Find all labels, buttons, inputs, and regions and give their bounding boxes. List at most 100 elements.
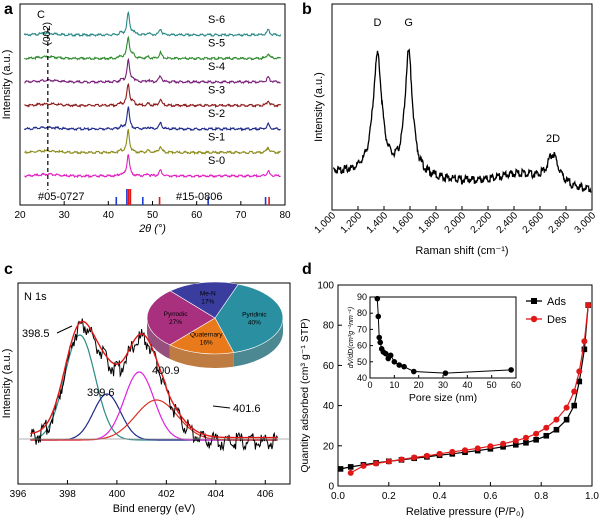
inset-x-tick-label: 20 bbox=[414, 380, 424, 390]
x-tick-label: 2,600 bbox=[521, 210, 547, 236]
data-point-Ads bbox=[513, 441, 519, 448]
x-axis-label: Raman shift (cm⁻¹) bbox=[415, 245, 508, 257]
series-label-S-3: S-3 bbox=[208, 85, 225, 97]
x-tick-label: 1.0 bbox=[585, 491, 599, 502]
y-tick-label: 100 bbox=[317, 281, 334, 292]
pie-label-Pyrrodic: Pyrrodic bbox=[164, 311, 189, 318]
x-tick-label: 404 bbox=[207, 489, 224, 500]
data-point-Des bbox=[571, 388, 578, 395]
data-point-Ads bbox=[576, 378, 583, 385]
y-axis-label: Intensity (a.u.) bbox=[1, 50, 13, 120]
x-tick-label: 2,800 bbox=[547, 210, 573, 236]
inset-data-point bbox=[375, 313, 382, 320]
x-tick-label: 398 bbox=[59, 489, 76, 500]
series-label-S-2: S-2 bbox=[208, 108, 225, 120]
panel-letter-c: c bbox=[4, 261, 13, 278]
inset-x-tick-label: 50 bbox=[487, 380, 497, 390]
band-label-G: G bbox=[404, 17, 413, 29]
inset-data-point bbox=[401, 363, 407, 370]
x-tick-label: 2,000 bbox=[443, 210, 469, 236]
x-tick-label: 60 bbox=[191, 210, 203, 221]
inset-x-tick-label: 0 bbox=[367, 380, 372, 390]
panel-letter-d: d bbox=[302, 261, 312, 278]
legend-label-Des: Des bbox=[547, 314, 567, 326]
legend-marker-Ads bbox=[531, 298, 537, 304]
inset-y-tick-label: 60 bbox=[357, 341, 367, 351]
y-axis-label: Intensity (a.u.) bbox=[1, 349, 13, 419]
x-tick-label: 0.4 bbox=[433, 491, 447, 502]
y-axis-label: Intensity (a.u.) bbox=[313, 72, 325, 142]
data-point-Des bbox=[398, 456, 405, 463]
data-point-Des bbox=[581, 338, 588, 345]
x-tick-label: 50 bbox=[147, 210, 159, 221]
inset-y-tick-label: 70 bbox=[357, 324, 367, 334]
xrd-pattern-S-4 bbox=[24, 57, 281, 85]
peak-label-401.6: 401.6 bbox=[233, 403, 261, 415]
panel-letter-b: b bbox=[302, 1, 312, 18]
y-tick-label: 20 bbox=[323, 441, 335, 452]
reference-label-15-0806: #15-0806 bbox=[176, 191, 223, 203]
plot-frame bbox=[331, 3, 593, 211]
reference-label-05-0727: #05-0727 bbox=[38, 191, 85, 203]
inset-data-point bbox=[383, 350, 389, 357]
x-axis-label: Bind energy (eV) bbox=[113, 503, 196, 515]
series-label-S-4: S-4 bbox=[208, 61, 225, 73]
x-tick-label: 1,800 bbox=[417, 210, 443, 236]
series-label-S-0: S-0 bbox=[208, 155, 225, 167]
x-tick-label: 1,600 bbox=[391, 210, 417, 236]
inset-x-tick-label: 40 bbox=[462, 380, 472, 390]
plot-frame bbox=[17, 282, 291, 485]
y-axis-label: Quantity adsorbed (cm³ g⁻¹ STP) bbox=[299, 318, 311, 472]
y-tick-label: 0 bbox=[328, 482, 334, 493]
data-point-Des bbox=[449, 448, 456, 455]
data-point-Des bbox=[533, 430, 540, 437]
x-tick-label: 40 bbox=[103, 210, 115, 221]
legend-marker-Des bbox=[530, 315, 538, 323]
x-tick-label: 402 bbox=[158, 489, 175, 500]
inset-data-point bbox=[508, 367, 514, 373]
data-point-Ads bbox=[533, 436, 539, 443]
x-axis-label: Relative pressure (P/P₀) bbox=[406, 506, 524, 518]
legend-label-Ads: Ads bbox=[547, 296, 566, 308]
x-tick-label: 1,000 bbox=[313, 210, 339, 236]
pie-percent-Me-N: 17% bbox=[201, 298, 214, 305]
data-point-Ads bbox=[500, 444, 506, 450]
pie-slice-Quaternary bbox=[169, 317, 235, 355]
data-point-Des bbox=[553, 416, 560, 423]
data-point-Ads bbox=[563, 416, 570, 423]
data-point-Des bbox=[474, 445, 481, 452]
data-point-Des bbox=[462, 447, 468, 454]
x-tick-label: 400 bbox=[109, 489, 126, 500]
peak-label-400.9: 400.9 bbox=[152, 365, 180, 377]
xrd-pattern-S-3 bbox=[24, 82, 282, 109]
data-point-Ads bbox=[543, 432, 550, 439]
xrd-pattern-S-6 bbox=[23, 11, 282, 38]
fit-envelope bbox=[30, 320, 278, 439]
series-label-S-1: S-1 bbox=[208, 132, 225, 144]
data-point-Ads bbox=[337, 466, 344, 472]
data-point-Des bbox=[411, 454, 418, 461]
data-point-Des bbox=[487, 443, 494, 450]
inset-data-point bbox=[376, 334, 383, 341]
peak-arrow-401-6 bbox=[212, 405, 231, 409]
data-point-Des bbox=[360, 462, 367, 469]
pie-label-Me-N: Me-N bbox=[200, 290, 216, 297]
y-tick-label: 40 bbox=[323, 401, 335, 412]
data-point-Des bbox=[436, 450, 443, 457]
x-tick-label: 20 bbox=[14, 210, 26, 221]
xrd-pattern-S-0 bbox=[24, 154, 281, 179]
inset-y-tick-label: 40 bbox=[357, 373, 367, 383]
inset-x-tick-label: 30 bbox=[438, 380, 448, 390]
data-point-Des bbox=[522, 434, 529, 441]
pie-percent-Pyridinic: 40% bbox=[248, 320, 261, 327]
data-point-Ads bbox=[581, 346, 588, 353]
inset-data-point bbox=[387, 352, 394, 359]
inset-data-point bbox=[411, 368, 417, 375]
panel-b-raman: 1,000 1,200 1,400 1,600 1,800 2,000 2,200 2,400… bbox=[313, 3, 598, 257]
x-tick-label: 2,400 bbox=[495, 210, 521, 236]
data-point-Ads bbox=[523, 439, 529, 446]
peak-label-399.6: 399.6 bbox=[87, 387, 115, 399]
series-label-S-5: S-5 bbox=[208, 38, 225, 50]
series-label-S-6: S-6 bbox=[208, 14, 225, 26]
